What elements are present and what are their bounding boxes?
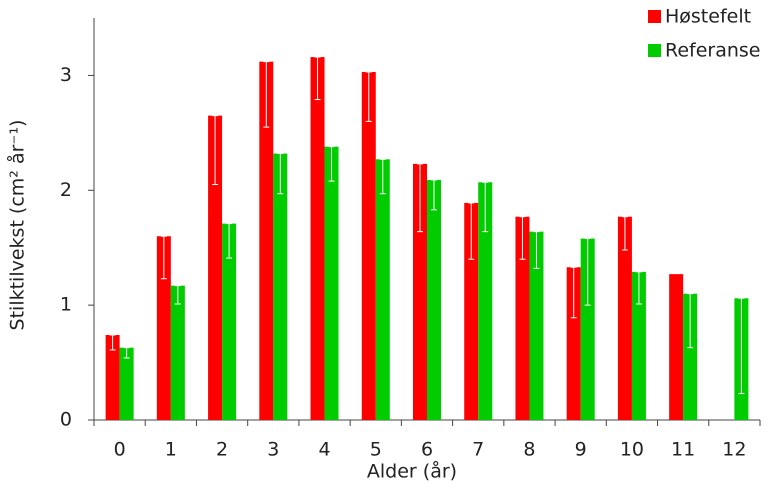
error-bar [328,146,335,182]
bar [631,271,646,420]
bar [669,274,684,420]
error-bar [212,115,219,186]
legend-swatch [648,10,661,23]
error-bar [570,266,577,319]
bar [259,61,274,420]
x-tick-label: 7 [472,439,484,461]
error-bar [584,238,591,306]
error-bar [431,179,437,211]
bar [580,238,595,420]
bar [156,236,171,420]
bar [683,293,698,420]
x-tick-label: 4 [318,439,330,461]
y-tick-label: 1 [60,294,72,316]
x-tick-label: 8 [523,439,535,461]
error-bar [519,216,526,260]
y-tick-label: 2 [60,179,72,201]
error-bar [468,202,475,260]
bar [361,71,376,421]
legend-label: Høstefelt [665,6,751,28]
bar [617,216,632,420]
bar [273,153,288,420]
error-bar [417,163,423,233]
bar [310,57,325,421]
x-tick-label: 3 [267,439,279,461]
x-tick-label: 11 [671,439,695,461]
x-tick-label: 5 [370,439,382,461]
y-tick-label: 0 [60,409,72,431]
error-bar [379,158,386,195]
error-bar [263,61,270,128]
error-bar [314,56,321,101]
bar [566,267,581,420]
x-axis-label: Alder (år) [367,460,457,483]
error-bar [621,216,628,251]
error-bar [160,235,167,280]
x-tick-label: 6 [421,439,433,461]
bar [427,179,441,420]
bar [464,202,479,420]
error-bar [226,223,233,259]
bar [324,146,339,420]
error-bar [635,271,642,305]
bar [413,163,427,420]
error-bar [123,347,130,359]
x-tick-label: 12 [722,439,746,461]
y-tick-label: 3 [60,64,72,86]
bar [119,347,134,420]
legend-swatch [648,44,661,57]
x-tick-label: 1 [165,439,177,461]
x-tick-label: 10 [620,439,644,461]
bar [222,223,237,420]
bar [105,335,120,420]
x-tick-label: 0 [114,439,126,461]
bar [208,115,223,420]
legend-label: Referanse [665,40,761,62]
bar [170,285,185,420]
x-tick-label: 9 [575,439,587,461]
bar [529,231,544,420]
error-bar [738,297,745,395]
error-bar [277,153,284,195]
bar [375,159,390,420]
error-bar [109,334,116,351]
error-bar [174,285,181,305]
y-axis-label: Stilktilvekst (cm² år⁻¹) [6,120,29,331]
error-bar [687,293,694,349]
x-tick-label: 2 [216,439,228,461]
bar [478,182,493,420]
error-bar [365,71,372,122]
error-bar [482,181,489,233]
bar [515,216,530,420]
error-bar [533,231,540,269]
